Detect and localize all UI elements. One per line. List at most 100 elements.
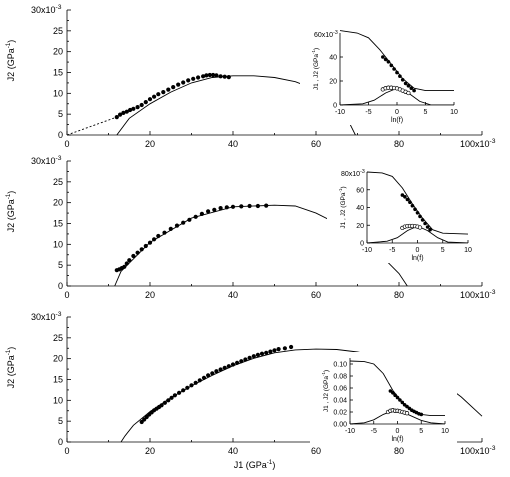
data-point [218, 206, 223, 211]
data-point [118, 112, 123, 117]
inset-open-point [417, 225, 423, 230]
data-point [166, 87, 171, 92]
inset-filled-point [428, 227, 432, 232]
inset-filled-point [398, 74, 402, 78]
inset-y-label-sup: -1 [311, 50, 316, 55]
inset-y-tick-label: 0.02 [333, 410, 347, 417]
y-scale-label: 30x10-3 [31, 155, 62, 166]
y-axis-label-text: J2 (GPa-1) [5, 347, 16, 389]
inset-y-tick-label: 0.00 [333, 422, 347, 429]
data-point [230, 362, 236, 367]
data-point [201, 74, 206, 79]
x-axis-label-sup: -1 [267, 459, 273, 466]
inset-y-scale-label: 60x10-3 [314, 30, 338, 39]
inset-x-tick-label: -10 [335, 109, 345, 116]
inset-x-tick-label: 0 [395, 109, 399, 116]
y-axis-label-sup: -1 [5, 349, 12, 355]
x-tick-label: 80 [394, 290, 404, 300]
y-scale-label: 30x10-3 [31, 4, 62, 15]
y-axis-label-main: J2 (GPa [6, 199, 16, 232]
inset-y-label-main: J1 , J2 (GPa [313, 54, 320, 91]
data-point [212, 207, 217, 212]
inset-x-tick-label: 5 [419, 428, 423, 435]
y-scale-label-exp: -3 [56, 311, 62, 318]
inset-x-label: ln(f) [391, 436, 403, 443]
inset-filled-point [408, 200, 412, 204]
y-axis-label-sup: -1 [5, 193, 12, 199]
inset-x-tick-label: -5 [365, 109, 371, 116]
inset-filled-point [425, 225, 430, 229]
inset-y-tick-label: 60 [356, 187, 364, 194]
inset-x-label: ln(f) [391, 117, 403, 124]
x-axis-label: J1 (GPa-1) [234, 459, 276, 470]
inset-filled-point [389, 63, 394, 68]
data-point [222, 365, 227, 370]
inset-filled-point [403, 195, 407, 199]
data-point [264, 203, 269, 208]
data-point [199, 211, 204, 216]
inset-y-label: J1 , J2 (GPa-1) [338, 186, 347, 228]
inset-y-tick-label: 0.06 [333, 386, 347, 393]
inset-filled-point [409, 86, 414, 90]
data-point [171, 85, 176, 90]
inset-x-tick-label: 10 [464, 247, 472, 254]
inset-y-label-tail: ) [313, 48, 320, 50]
y-axis-label: J2 (GPa-1) [5, 191, 16, 233]
data-point [152, 237, 157, 242]
data-point [172, 393, 177, 398]
data-point [247, 355, 252, 360]
data-point [135, 250, 140, 255]
data-point [187, 217, 192, 222]
y-tick-label: 20 [53, 354, 63, 364]
data-point [224, 205, 229, 210]
data-point [206, 373, 211, 378]
data-point [128, 107, 133, 113]
y-scale-label-base: 30x10 [31, 312, 56, 322]
data-point [152, 94, 157, 99]
data-point [156, 92, 161, 97]
inset-y-label-tail: ) [323, 370, 330, 372]
y-axis-label-tail: ) [6, 40, 16, 43]
inset-open-point [406, 90, 411, 96]
inset-top: -10 -5 0 5 10 0 20 40 60x10-3 ln(f) J1 , J2 (GPa-1… [300, 27, 466, 125]
data-point [114, 115, 119, 120]
data-point [235, 360, 240, 365]
data-point [143, 100, 148, 105]
data-point [191, 76, 196, 81]
data-point [143, 243, 148, 249]
inset-background [300, 27, 466, 125]
inset-y-tick-label: 0 [333, 103, 337, 110]
data-point [204, 73, 209, 78]
y-axis-label-main: J2 (GPa [6, 355, 16, 388]
y-tick-label: 15 [53, 375, 63, 385]
data-point [197, 378, 202, 383]
data-point [230, 204, 236, 209]
y-axis-label-main: J2 (GPa [6, 48, 16, 81]
x-tick-label: 0 [64, 139, 69, 149]
data-point [264, 350, 269, 355]
inset-x-label: ln(f) [411, 255, 423, 262]
data-point [196, 75, 201, 80]
y-tick-label: 15 [53, 219, 63, 229]
data-point [176, 82, 181, 87]
inset-y-tick-label: 20 [329, 79, 337, 86]
x-scale-label-exp: -3 [490, 445, 496, 452]
data-point [162, 230, 167, 235]
x-scale-label-base: 100x10 [460, 139, 490, 149]
data-point [168, 226, 173, 231]
inset-y-label-text: J1 , J2 (GPa-1) [338, 186, 347, 228]
data-point [169, 395, 174, 400]
inset-x-tick-label: -10 [345, 428, 355, 435]
data-point [121, 110, 126, 115]
y-tick-label: 0 [58, 281, 63, 291]
data-point [131, 253, 136, 259]
data-point [181, 388, 186, 393]
data-point [210, 371, 215, 376]
inset-j1-curve [367, 171, 468, 235]
data-point [243, 357, 248, 362]
data-point [166, 398, 171, 403]
inset-bottom: -10 -5 0 5 10 0.00 0.02 0.04 0.06 0.08 0.10 ln(f) J1… [310, 352, 457, 444]
x-scale-label-base: 100x10 [460, 446, 490, 456]
